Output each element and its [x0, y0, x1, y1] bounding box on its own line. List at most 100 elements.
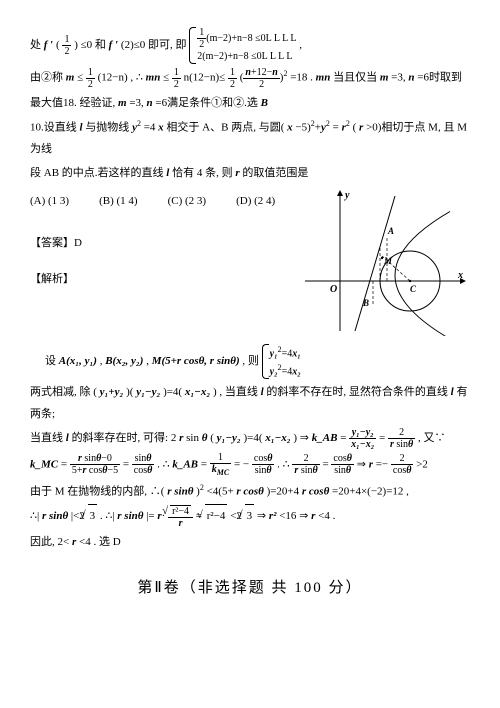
frac: cosθsinθ [252, 453, 275, 476]
point-M: M [383, 256, 393, 266]
point-B-coord: B(x₂, y₂) [105, 355, 143, 367]
text: , [299, 39, 302, 51]
var-l: l [261, 386, 264, 398]
text: )( [126, 386, 133, 398]
frac: n+12−n2 [243, 67, 279, 90]
math-fprime: f ′ [109, 39, 119, 51]
text: , 又∵ [418, 432, 446, 444]
text: ⇒ [357, 458, 369, 470]
var-theta: θ [202, 432, 208, 444]
text: = [322, 458, 331, 470]
brace-system-1: 12(m−2)+n−8 ≤0L L L L 2(m−2)+n−8 ≤0L L L… [189, 27, 296, 64]
text: (12−n) , ∴ [98, 72, 146, 84]
paragraph-1: 处 f ′ ( 12 ) ≤0 和 f ′ (2)≤0 即可, 即 12(m−2… [30, 27, 470, 64]
var-l: l [166, 167, 169, 179]
math: r cosθ [302, 485, 329, 497]
text: 由②称 [30, 72, 66, 84]
text: 由于 M 在抛物线的内部, ∴( [30, 485, 164, 497]
paragraph-7: 由于 M 在抛物线的内部, ∴( r sinθ )2 <4(5+ r cosθ … [30, 480, 470, 503]
var-kab: k_AB [172, 458, 198, 470]
text: =− [376, 458, 391, 470]
option-a: (A) (1 3) [30, 190, 69, 212]
text: = [61, 458, 70, 470]
text: ( [353, 121, 357, 133]
var-r: r [359, 121, 363, 133]
text: 设 [45, 355, 59, 367]
options-row: (A) (1 3) (B) (1 4) (C) (2 3) (D) (2 4) [30, 190, 294, 212]
text: 段 AB 的中点.若这样的直线 [30, 167, 164, 179]
math: r sinθ [167, 485, 193, 497]
paragraph-set: 设 A(x₁, y₁) , B(x₂, y₂) , M(5+r cosθ, r … [45, 344, 470, 379]
sqrt: r²−4 [205, 504, 228, 527]
text: sin [186, 432, 199, 444]
text: >2 [416, 458, 428, 470]
math: r sinθ [42, 510, 68, 522]
text: 处 [30, 39, 44, 51]
frac: sinθcosθ [132, 453, 155, 476]
frac: 12 [86, 67, 95, 90]
point-A-coord: A(x₁, y₁) [59, 355, 97, 367]
text: , 则 [242, 355, 259, 367]
lparen: ( [56, 39, 60, 51]
frac: r²−4r [168, 505, 193, 529]
text: )=4( [244, 432, 263, 444]
text: 的取值范围是 [242, 167, 308, 179]
paragraph-9: 因此, 2< r <4 . 选 D [30, 531, 470, 553]
var-x: x [158, 121, 164, 133]
math: y₁−y₂ [217, 432, 241, 444]
text: =6满足条件①和②.选 [155, 97, 257, 109]
text: =20+4×(−2)=12 , [332, 485, 409, 497]
axis-x-label: x [457, 270, 463, 281]
var-r2: r² [269, 510, 277, 522]
text: . ∴| [100, 510, 115, 522]
text: )=20+4 [267, 485, 300, 497]
var-r: r [179, 432, 183, 444]
frac: cosθsinθ [331, 453, 354, 476]
text: (2)≤0 即可, 即 [121, 39, 187, 51]
text: . ∴ [277, 458, 292, 470]
text: ) , 当直线 [213, 386, 258, 398]
figure-parabola-circle: x y O A B M C [300, 186, 470, 336]
var-m: m [66, 72, 75, 84]
frac: y₁−y₂x₁−x₂ [349, 427, 376, 450]
frac: 2r sinθ [292, 453, 319, 476]
text: 的斜率不存在时, 显然符合条件的直线 [266, 386, 448, 398]
var-x: x [287, 121, 293, 133]
option-c: (C) (2 3) [168, 190, 207, 212]
text: 当且仅当 [333, 72, 380, 84]
var-mn: mn [316, 72, 331, 84]
text: 恰有 4 条, 则 [172, 167, 233, 179]
text: = [340, 432, 349, 444]
text: ∴| [30, 510, 39, 522]
option-d: (D) (2 4) [236, 190, 275, 212]
var-n: n [408, 72, 414, 84]
point-B: B [362, 298, 369, 308]
var-m: m [380, 72, 389, 84]
frac: 2r sinθ [388, 427, 415, 450]
paragraph-3: 最大值18. 经验证, m =3, n =6满足条件①和②.选 B [30, 92, 470, 114]
question-10: 10.设直线 l 与抛物线 y2 =4 x 相交于 A、B 两点, 与圆( x … [30, 116, 470, 161]
text: =6时取到 [417, 72, 462, 84]
text: ( [210, 432, 214, 444]
text: ≤0 和 [81, 39, 109, 51]
text: )=4( [163, 386, 182, 398]
question-10-line2: 段 AB 的中点.若这样的直线 l 恰有 4 条, 则 r 的取值范围是 [30, 162, 470, 184]
frac: 12 [172, 67, 181, 90]
frac: r sinθ−05+r cosθ−5 [70, 453, 120, 476]
var-kmc: k_MC [30, 458, 58, 470]
var-mn: mn [146, 72, 161, 84]
rparen: ) [74, 39, 78, 51]
var-n: n [147, 97, 153, 109]
paragraph-6: k_MC = r sinθ−05+r cosθ−5 = sinθcosθ . ∴… [30, 452, 470, 478]
text: =18 . [290, 72, 315, 84]
var-r: r [311, 510, 315, 522]
frac: 12 [228, 67, 237, 90]
text: = [201, 458, 210, 470]
math: x₁−x₂ [185, 386, 210, 398]
sqrt: 3 [88, 504, 98, 527]
var-kab: k_AB [312, 432, 338, 444]
math: y₁+y₂ [100, 386, 124, 398]
text: 与抛物线 [85, 121, 132, 133]
math: r cosθ [236, 485, 263, 497]
point-C: C [410, 284, 417, 294]
